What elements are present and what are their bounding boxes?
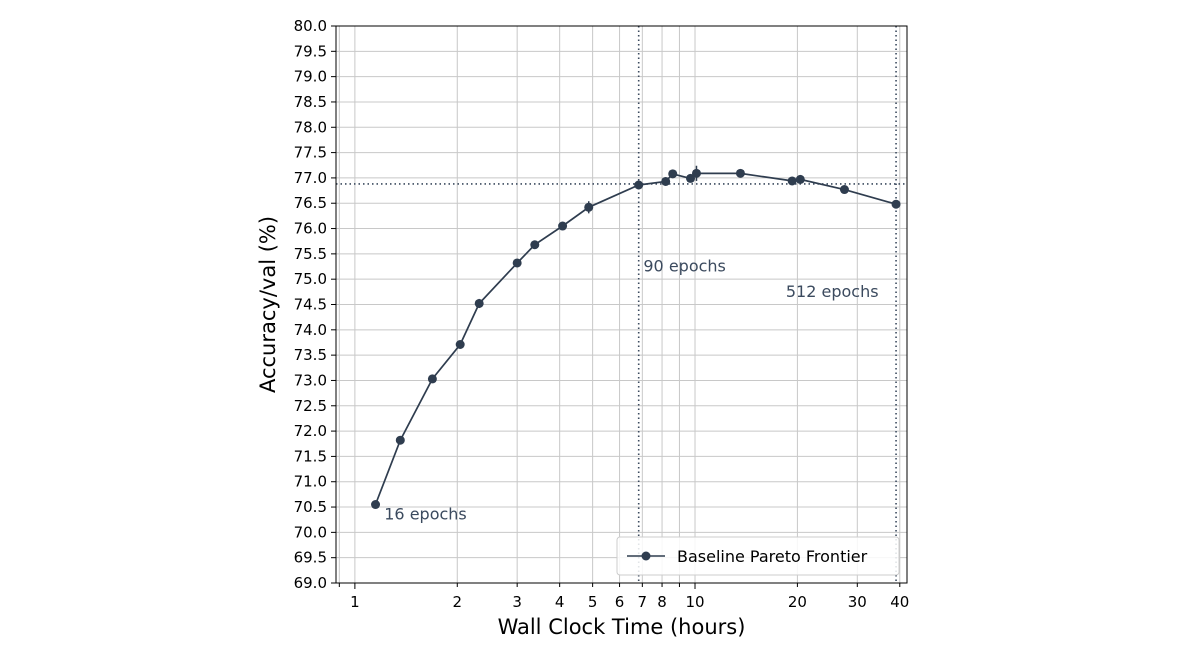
y-tick-label: 73.0 xyxy=(294,371,327,389)
x-tick-label: 7 xyxy=(638,593,648,611)
legend-box xyxy=(616,536,900,576)
x-tick-label: 4 xyxy=(555,593,565,611)
x-tick-label: 3 xyxy=(512,593,522,611)
data-point xyxy=(661,176,671,186)
data-point xyxy=(787,176,797,186)
data-point xyxy=(427,374,437,384)
legend-label: Baseline Pareto Frontier xyxy=(677,547,868,566)
x-axis-label: Wall Clock Time (hours) xyxy=(498,615,746,639)
y-tick-label: 69.5 xyxy=(294,549,327,567)
y-tick-label: 76.5 xyxy=(294,194,327,212)
annotations: 16 epochs 90 epochs 512 epochs xyxy=(384,257,878,524)
y-tick-label: 74.0 xyxy=(294,321,327,339)
data-point xyxy=(455,340,465,350)
x-tick-label: 2 xyxy=(452,593,462,611)
data-point xyxy=(474,298,484,308)
y-axis-label: Accuracy/val (%) xyxy=(256,216,280,393)
x-tick-label: 5 xyxy=(588,593,598,611)
y-axis: 69.0 69.5 70.0 70.5 71.0 71.5 72.0 72.5 73.0 73.5… xyxy=(294,17,336,592)
y-tick-label: 70.5 xyxy=(294,498,327,516)
legend-marker xyxy=(641,551,651,561)
data-point xyxy=(839,185,849,195)
y-tick-label: 69.0 xyxy=(294,574,327,592)
data-point xyxy=(558,221,568,231)
x-tick-label: 20 xyxy=(788,593,807,611)
y-tick-label: 76.0 xyxy=(294,220,327,238)
y-tick-label: 80.0 xyxy=(294,17,327,35)
x-tick-label: 30 xyxy=(848,593,867,611)
data-point xyxy=(395,435,405,445)
y-tick-label: 72.5 xyxy=(294,397,327,415)
y-tick-label: 71.0 xyxy=(294,473,327,491)
y-tick-label: 77.0 xyxy=(294,169,327,187)
x-tick-label: 1 xyxy=(350,593,360,611)
x-tick-label: 40 xyxy=(890,593,909,611)
data-point xyxy=(891,199,901,209)
annotation-label: 16 epochs xyxy=(384,505,467,524)
data-point xyxy=(512,258,522,268)
series-layer xyxy=(371,165,901,510)
data-point xyxy=(668,169,678,179)
y-tick-label: 78.5 xyxy=(294,93,327,111)
x-tick-label: 8 xyxy=(657,593,667,611)
x-tick-label: 6 xyxy=(615,593,625,611)
y-tick-label: 72.0 xyxy=(294,422,327,440)
x-axis: 1 2 3 4 5 6 7 8 10 20 30 40 xyxy=(338,583,909,611)
y-tick-label: 79.0 xyxy=(294,68,327,86)
y-tick-label: 73.5 xyxy=(294,346,327,364)
annotation-label: 512 epochs xyxy=(786,282,879,301)
annotation-label: 90 epochs xyxy=(643,257,726,276)
legend: Baseline Pareto Frontier xyxy=(616,536,900,576)
y-tick-label: 79.5 xyxy=(294,42,327,60)
y-tick-label: 75.0 xyxy=(294,270,327,288)
y-tick-label: 77.5 xyxy=(294,144,327,162)
y-tick-label: 74.5 xyxy=(294,296,327,314)
data-point xyxy=(735,168,745,178)
data-point xyxy=(634,180,644,190)
reference-lines xyxy=(336,26,907,583)
data-point xyxy=(686,173,696,183)
x-tick-label: 10 xyxy=(685,593,704,611)
y-tick-label: 71.5 xyxy=(294,447,327,465)
data-point xyxy=(371,500,381,510)
data-point xyxy=(584,202,594,212)
y-tick-label: 75.5 xyxy=(294,245,327,263)
data-point xyxy=(530,240,540,250)
grid xyxy=(336,25,907,584)
y-tick-label: 78.0 xyxy=(294,118,327,136)
data-point xyxy=(691,168,701,178)
y-tick-label: 70.0 xyxy=(294,523,327,541)
data-point xyxy=(795,174,805,184)
